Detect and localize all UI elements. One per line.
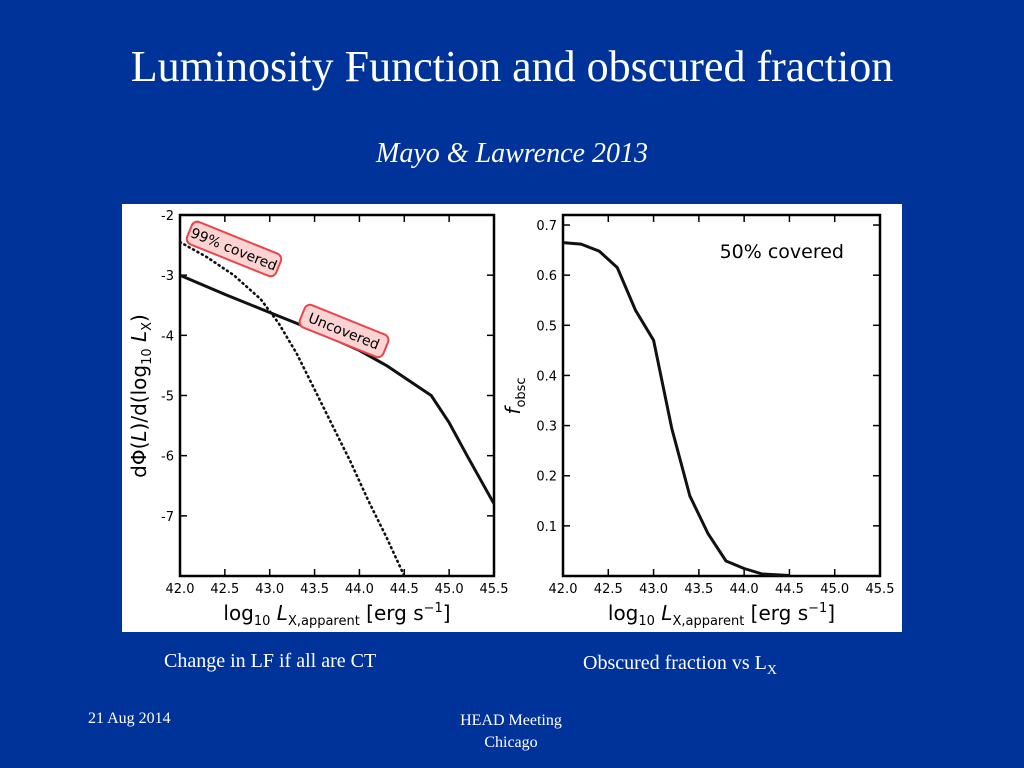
lf-y-tick-label: -7	[161, 510, 174, 525]
lf-x-tick-label: 45.5	[480, 582, 509, 597]
annotation-uncovered-box	[298, 303, 390, 359]
lf-x-tick-label: 44.5	[390, 582, 419, 597]
lf-x-tick-label: 43.5	[300, 582, 329, 597]
footer-event: HEAD Meeting Chicago	[420, 710, 602, 754]
fobsc-x-tick-label: 45.0	[820, 582, 849, 597]
fobsc-x-tick-label: 42.5	[594, 582, 623, 597]
lf-x-tick-label: 43.0	[255, 582, 284, 597]
annotation-uncovered: Uncovered	[298, 303, 390, 359]
fobsc-y-tick-label: 0.4	[536, 369, 557, 384]
footer-event-line2: Chicago	[484, 734, 538, 751]
fobsc-series-line	[562, 241, 790, 577]
slide-subtitle: Mayo & Lawrence 2013	[376, 138, 648, 169]
fobsc-y-axis-label: fobsc	[501, 377, 529, 414]
fobsc-plot-frame	[561, 213, 882, 578]
lf-y-axis-label: dΦ(L)/d(log10 LX)	[127, 314, 155, 478]
fobsc-x-axis-label: log10 LX,apparent [erg s−1]	[608, 601, 835, 629]
annotation-99-covered-box	[185, 220, 283, 278]
lf-y-tick-label: -2	[161, 209, 174, 224]
caption-right-main: Obscured fraction vs L	[583, 652, 767, 674]
lf-y-tick-label: -5	[161, 390, 174, 405]
fobsc-y-tick-label: 0.7	[536, 219, 557, 234]
fobsc-y-tick-label: 0.2	[536, 470, 557, 485]
footer-event-line1: HEAD Meeting	[460, 712, 562, 729]
fobsc-x-tick-label: 43.0	[639, 582, 668, 597]
lf-x-tick-label: 42.5	[210, 582, 239, 597]
lf-series-line	[178, 240, 406, 578]
lf-plot-frame	[178, 213, 496, 578]
annotation-99-covered: 99% covered	[185, 220, 283, 278]
caption-right-sub: X	[766, 663, 777, 678]
figure-panel: 42.0 42.5 43.0 43.5 44.0 44.5 45.0 45.5 -2 -3 -4 -5…	[122, 204, 902, 632]
lf-y-tick-label: -3	[161, 269, 174, 284]
lf-y-tick-label: -6	[161, 450, 174, 465]
annotation-50-covered: 50% covered	[720, 241, 844, 263]
fobsc-y-tick-label: 0.3	[536, 420, 557, 435]
lf-x-tick-label: 44.0	[345, 582, 374, 597]
lf-x-tick-label: 42.0	[166, 582, 195, 597]
fobsc-x-tick-label: 43.5	[684, 582, 713, 597]
caption-left: Change in LF if all are CT	[164, 650, 377, 672]
lf-x-axis-label: log10 LX,apparent [erg s−1]	[223, 601, 450, 629]
figure-svg: 42.0 42.5 43.0 43.5 44.0 44.5 45.0 45.5 -2 -3 -4 -5…	[127, 209, 895, 629]
fobsc-x-tick-label: 45.5	[866, 582, 895, 597]
fobsc-y-tick-label: 0.5	[536, 319, 557, 334]
footer-date: 21 Aug 2014	[88, 710, 171, 727]
fobsc-x-tick-label: 44.5	[775, 582, 804, 597]
lf-series-line	[179, 273, 496, 505]
caption-right: Obscured fraction vs LX	[583, 652, 777, 679]
fobsc-y-tick-label: 0.6	[536, 269, 557, 284]
fobsc-x-tick-label: 44.0	[730, 582, 759, 597]
lf-y-tick-label: -4	[161, 329, 174, 344]
lf-x-tick-label: 45.0	[435, 582, 464, 597]
slide-title: Luminosity Function and obscured fractio…	[130, 42, 894, 91]
fobsc-x-tick-label: 42.0	[549, 582, 578, 597]
fobsc-y-tick-label: 0.1	[536, 520, 557, 535]
